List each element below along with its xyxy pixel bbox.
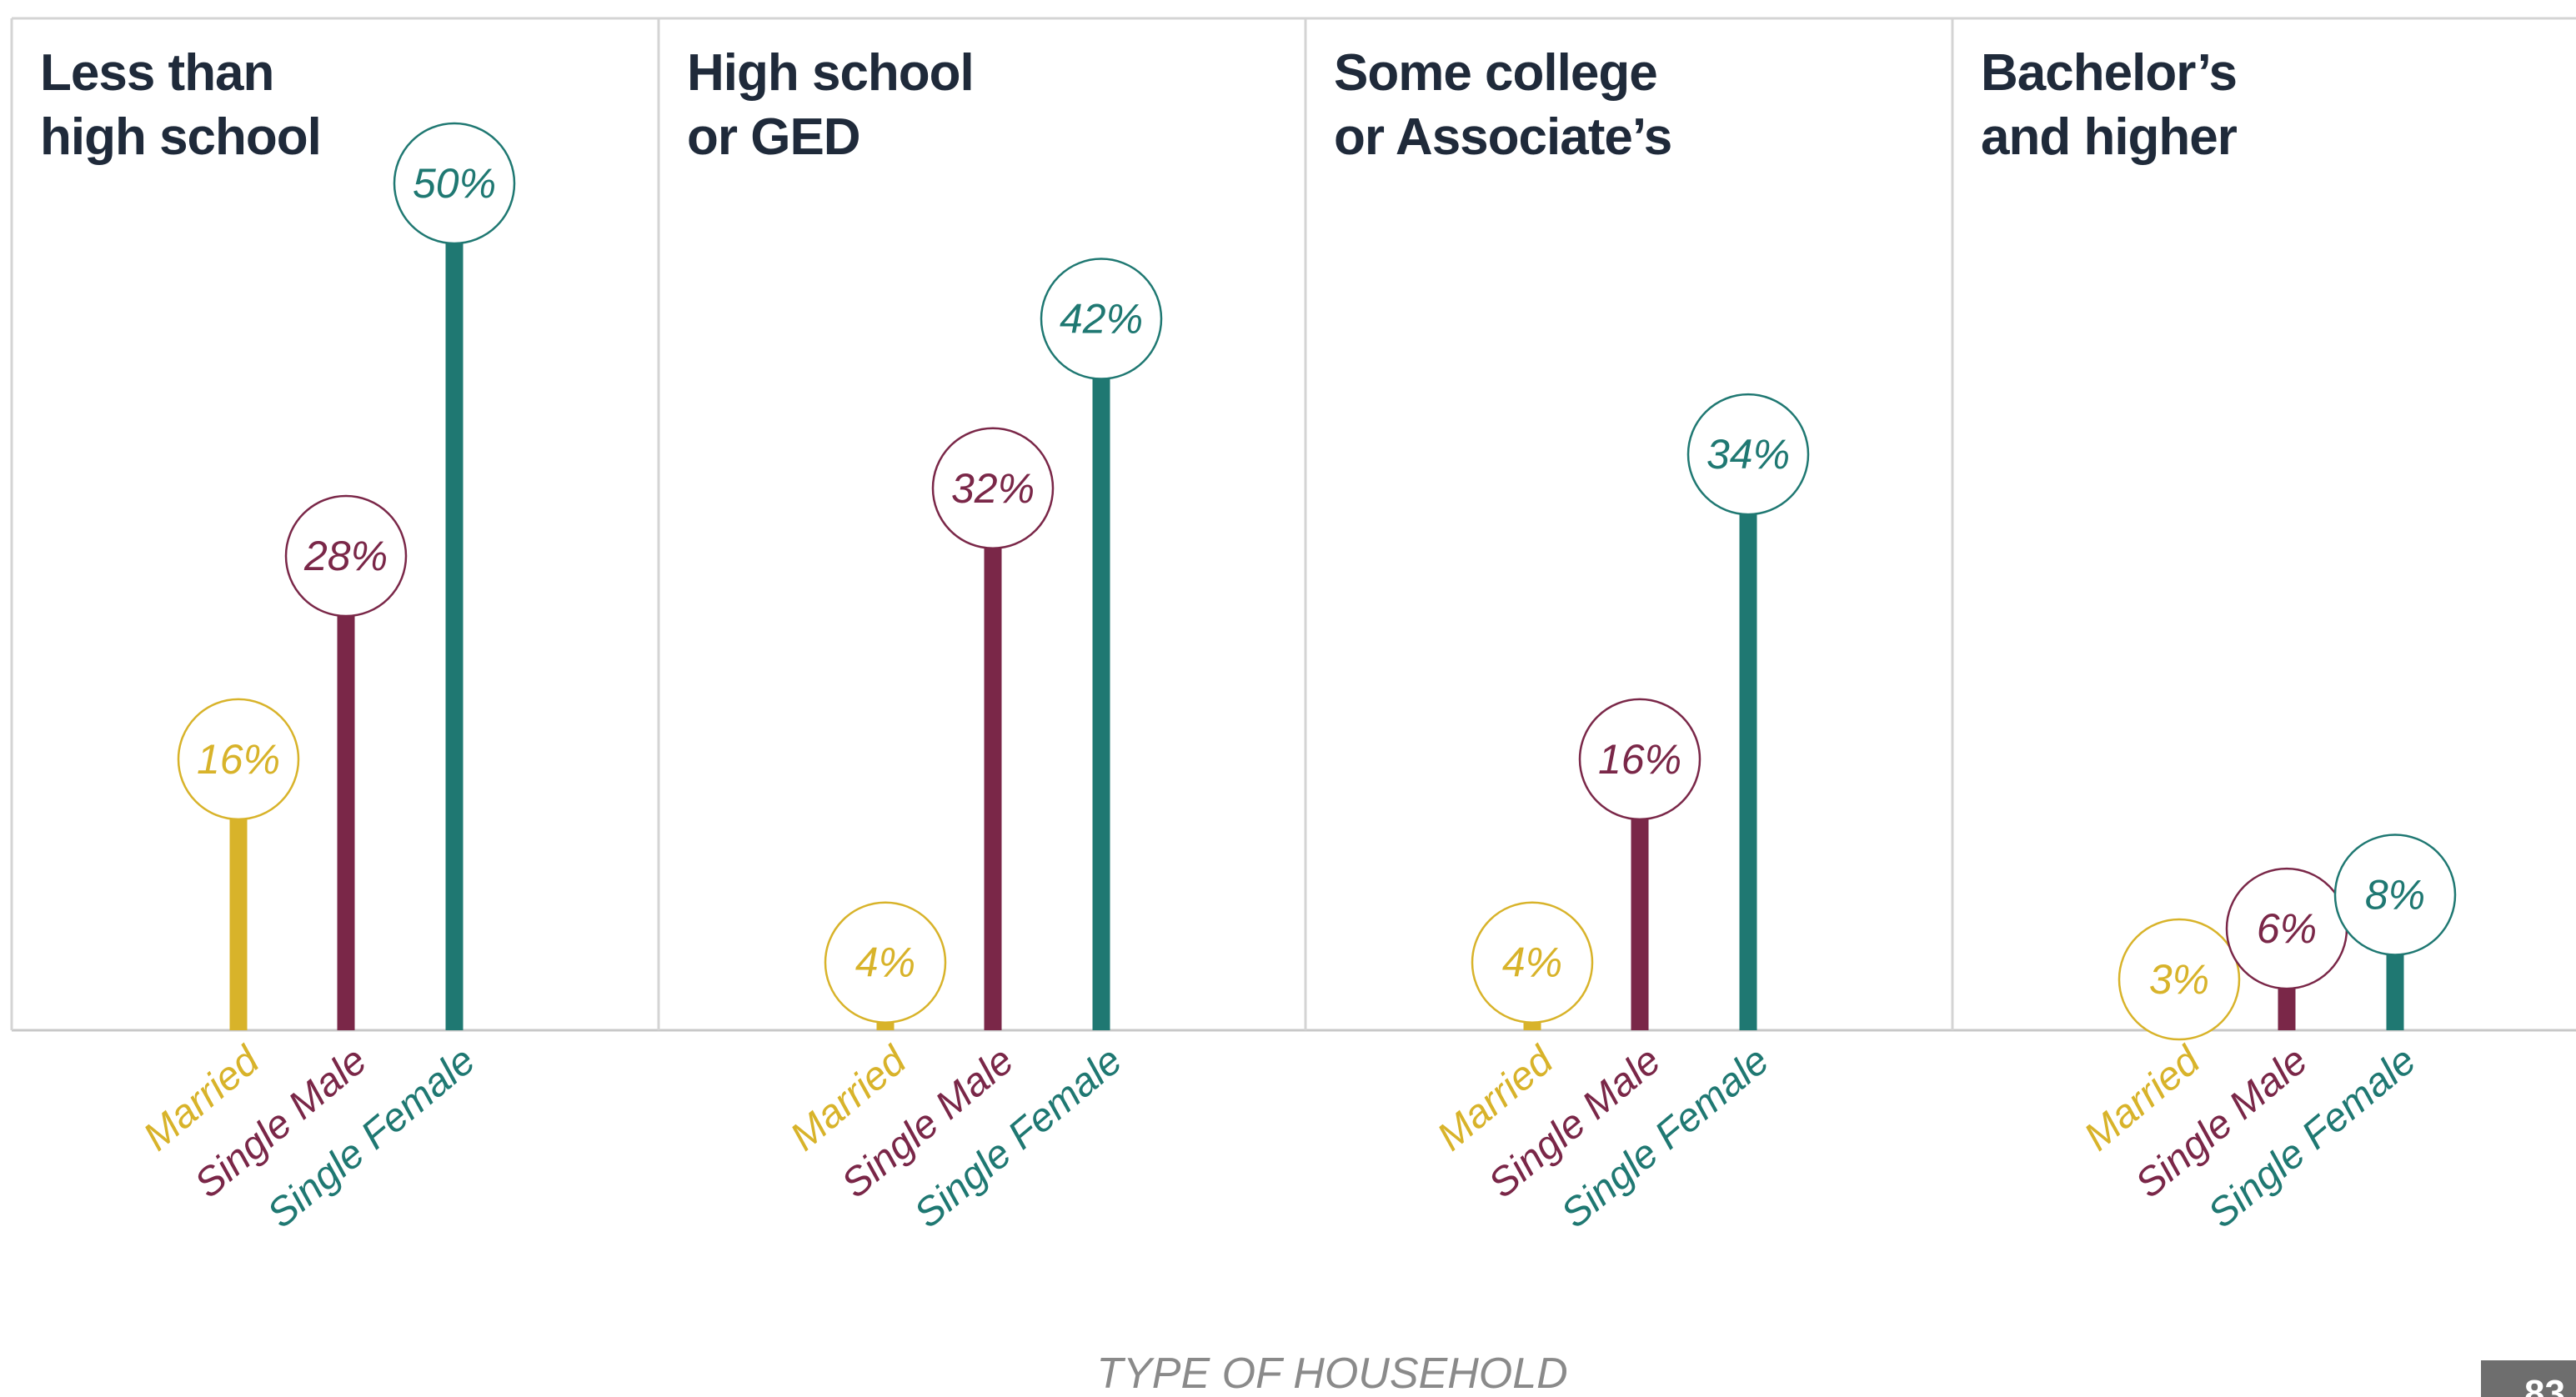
lollipop-stem [445,183,464,1030]
value-bubble [1471,901,1594,1024]
panel-title-line1: Some college [1334,44,1657,102]
panel-title-line1: Bachelor’s [1981,44,2237,102]
panel-title-line2: high school [40,108,321,166]
page-number-badge: 83 [2481,1360,2576,1397]
lollipop-stem [1739,454,1757,1030]
value-bubble [1578,698,1701,821]
data-label: 8% [2365,871,2425,918]
data-label: 16% [1598,736,1681,783]
lollipop-stem [337,556,355,1030]
value-bubble [824,901,947,1024]
data-label: 28% [303,533,388,579]
value-bubble [931,427,1055,550]
lollipop-stem [1092,318,1110,1030]
value-bubble [1686,393,1810,516]
data-label: 34% [1706,431,1790,478]
data-label: 4% [1502,939,1562,986]
value-bubble [2117,918,2241,1041]
data-label: 6% [2257,905,2317,952]
value-bubble [393,122,516,245]
x-axis-title: TYPE OF HOUSEHOLD [1096,1349,1567,1397]
panel-title-line2: or GED [687,108,860,166]
value-bubble [177,698,300,821]
panel-title-line2: or Associate’s [1334,108,1671,166]
lollipop-stem [984,488,1002,1030]
value-bubble [2333,834,2457,956]
lollipop-stem [229,759,248,1030]
value-bubble [1040,258,1163,380]
data-label: 42% [1060,296,1143,343]
panel-title-line2: and higher [1981,108,2238,166]
value-bubble [284,494,408,618]
data-label: 4% [855,939,915,986]
data-label: 32% [951,465,1035,512]
panel-title-line1: Less than [40,44,273,102]
data-label: 50% [413,160,496,207]
lollipop-stem [1631,759,1649,1030]
data-label: 3% [2149,956,2209,1003]
panel-title-line1: High school [687,44,974,102]
data-label: 16% [197,736,280,783]
